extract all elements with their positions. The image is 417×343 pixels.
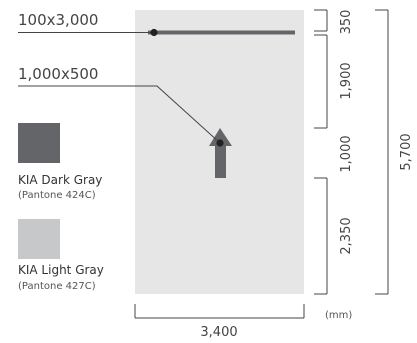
dark-bar	[148, 30, 295, 35]
bar-callout-dot	[150, 28, 158, 37]
vertical-dimension-lines	[314, 9, 389, 295]
dim-total-height: 5,700	[399, 133, 414, 170]
arrow-callout-leader	[18, 85, 221, 144]
swatch-light-gray-pantone: (Pantone 427C)	[18, 281, 96, 292]
dim-total-width: 3,400	[200, 325, 237, 340]
swatch-light-gray-name: KIA Light Gray	[18, 263, 104, 277]
dim-1000: 1,000	[339, 135, 354, 172]
swatch-light-gray	[18, 219, 60, 259]
horizontal-dimension-line	[134, 304, 305, 319]
dim-350: 350	[339, 10, 354, 35]
direction-arrow	[209, 128, 232, 178]
arrow-callout-label: 1,000x500	[18, 65, 98, 83]
arrow-callout-dot	[216, 139, 224, 147]
dim-2350: 2,350	[339, 217, 354, 254]
bar-callout-label: 100x3,000	[18, 11, 98, 29]
unit-label: (mm)	[325, 310, 352, 321]
dim-1900: 1,900	[339, 62, 354, 99]
swatch-dark-gray-pantone: (Pantone 424C)	[18, 190, 96, 201]
swatch-dark-gray-name: KIA Dark Gray	[18, 173, 102, 187]
swatch-dark-gray	[18, 123, 60, 163]
